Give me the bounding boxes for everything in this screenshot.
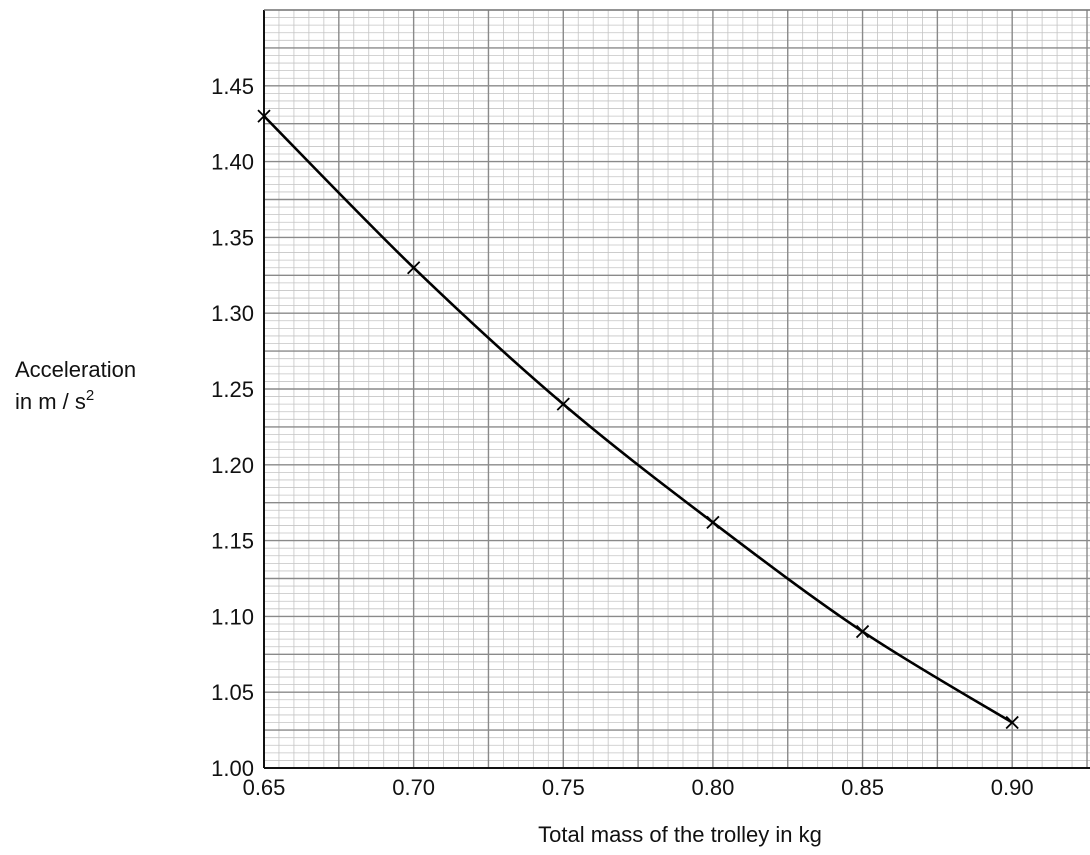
x-tick-label: 0.75: [542, 775, 585, 800]
y-tick-label: 1.10: [211, 604, 254, 629]
x-tick-label: 0.65: [243, 775, 286, 800]
y-tick-label: 1.20: [211, 453, 254, 478]
marker-stroke: [1005, 715, 1019, 730]
data-point-marker: [556, 397, 570, 411]
x-tick-label: 0.70: [392, 775, 435, 800]
data-series: [257, 109, 1019, 730]
y-axis-title-superscript: 2: [86, 387, 94, 404]
marker-stroke: [257, 109, 271, 123]
marker-stroke: [407, 261, 421, 275]
y-tick-label: 1.00: [211, 756, 254, 781]
y-tick-label: 1.35: [211, 225, 254, 250]
series-curve: [263, 115, 1013, 724]
marker-stroke: [556, 397, 570, 411]
x-axis-title: Total mass of the trolley in kg: [538, 822, 822, 847]
data-point-marker: [855, 624, 870, 639]
y-tick-label: 1.30: [211, 301, 254, 326]
x-tick-label: 0.90: [991, 775, 1034, 800]
y-tick-label: 1.40: [211, 150, 254, 175]
chart-axes: [263, 9, 1090, 769]
y-axis-title: Acceleration: [15, 357, 136, 382]
data-point-marker: [1005, 715, 1019, 730]
data-point-marker: [706, 515, 720, 530]
y-tick-label: 1.45: [211, 74, 254, 99]
grid-major-lines: [263, 9, 1090, 769]
y-axis-title-line1: Acceleration: [15, 357, 136, 382]
data-point-marker: [407, 261, 421, 275]
y-tick-label: 1.15: [211, 529, 254, 554]
x-tick-label: 0.85: [841, 775, 884, 800]
x-tick-label: 0.80: [691, 775, 734, 800]
y-tick-label: 1.25: [211, 377, 254, 402]
tick-labels: 0.65 0.70 0.75 0.80 0.85 0.90 1.00 1.05 1.10 1.15…: [211, 74, 1033, 800]
y-axis-title-line2: in m / s2: [15, 387, 94, 414]
data-point-marker: [257, 109, 271, 123]
marker-stroke: [855, 624, 870, 639]
y-tick-label: 1.05: [211, 680, 254, 705]
marker-stroke: [706, 515, 720, 530]
